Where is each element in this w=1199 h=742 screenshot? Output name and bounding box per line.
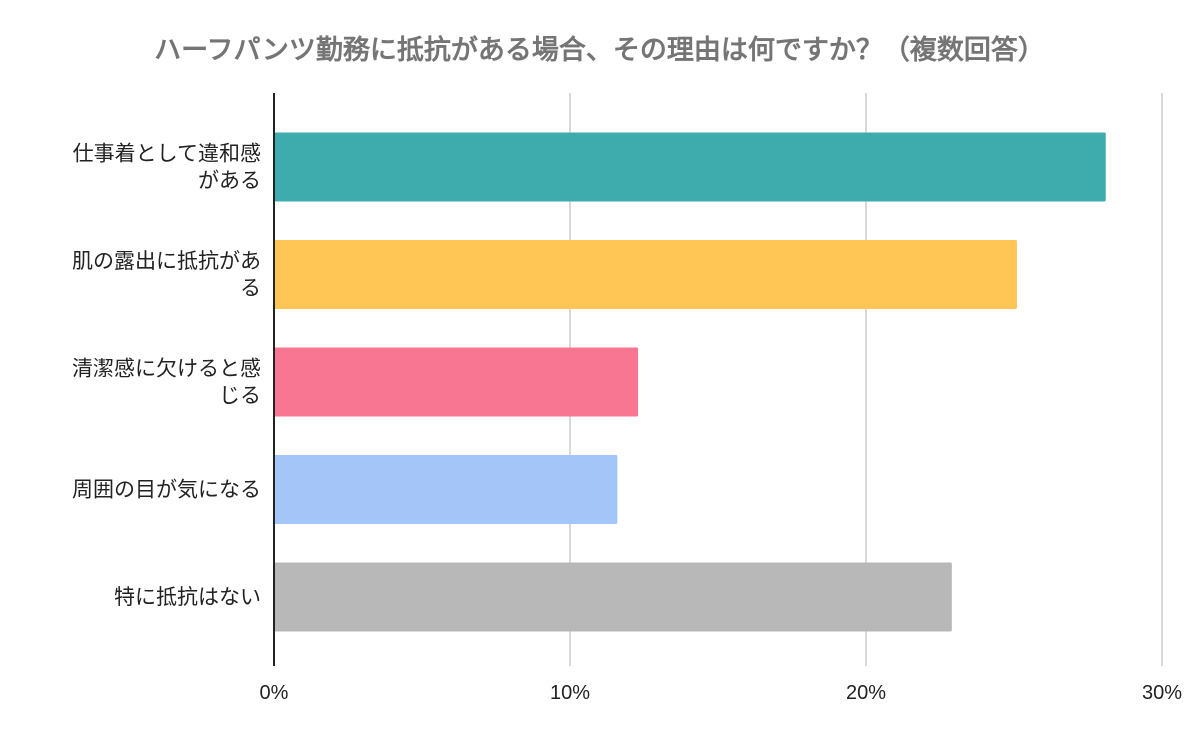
- category-label-4: 特に抵抗はない: [114, 585, 261, 609]
- x-tick-label-2: 20%: [846, 682, 886, 704]
- category-label-line: 肌の露出に抵抗があ: [72, 249, 261, 273]
- category-label-1: 肌の露出に抵抗がある: [72, 249, 261, 300]
- bar-1: [274, 240, 1017, 309]
- category-label-line: 仕事着として違和感: [73, 142, 261, 166]
- category-label-2: 清潔感に欠けると感じる: [72, 357, 261, 408]
- bar-4: [274, 562, 952, 632]
- bar-2: [274, 347, 639, 417]
- category-label-line: じる: [219, 384, 261, 408]
- category-label-0: 仕事着として違和感がある: [73, 142, 261, 193]
- bar-3: [274, 455, 618, 524]
- x-tick-label-0: 0%: [260, 682, 289, 704]
- category-label-line: 周囲の目が気になる: [72, 478, 261, 502]
- category-label-line: 特に抵抗はない: [114, 585, 261, 609]
- category-label-line: がある: [198, 169, 261, 193]
- category-labels: 仕事着として違和感がある肌の露出に抵抗がある清潔感に欠けると感じる周囲の目が気に…: [72, 142, 261, 610]
- chart-title: ハーフパンツ勤務に抵抗がある場合、その理由は何ですか？（複数回答）: [154, 35, 1045, 66]
- x-tick-label-1: 10%: [550, 682, 590, 704]
- category-label-3: 周囲の目が気になる: [72, 478, 261, 502]
- x-tick-label-3: 30%: [1142, 682, 1182, 704]
- category-label-line: 清潔感に欠けると感: [72, 357, 261, 381]
- category-label-line: る: [240, 276, 261, 300]
- bars: [274, 132, 1106, 632]
- bar-0: [274, 132, 1106, 202]
- x-tick-labels: 0% 10% 20% 30%: [260, 682, 1183, 704]
